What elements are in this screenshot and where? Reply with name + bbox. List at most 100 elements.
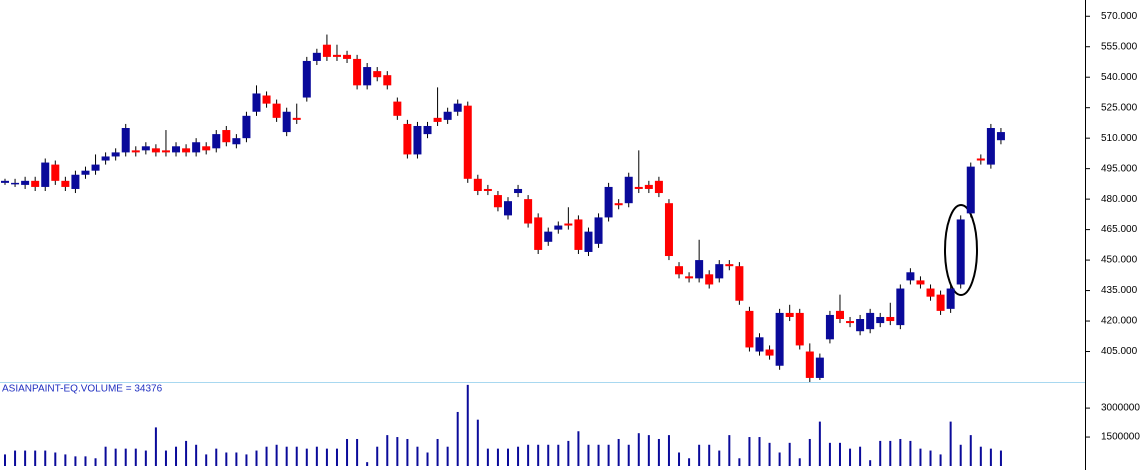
candle-body <box>876 316 885 324</box>
y-tick-label: 510.000 <box>1101 133 1138 144</box>
candle-body <box>604 186 613 218</box>
candle-body <box>182 148 191 153</box>
highlight-ellipse <box>944 204 978 296</box>
candle-body <box>654 180 663 194</box>
candle-body <box>775 312 784 366</box>
candle-body <box>916 280 925 285</box>
candle-body <box>373 71 382 78</box>
candle-body <box>564 223 573 226</box>
candle-body <box>21 180 30 185</box>
candle-body <box>81 170 90 175</box>
candle-body <box>31 180 40 187</box>
candle-body <box>423 125 432 135</box>
volume-tick-label: 3000000 <box>1101 403 1140 414</box>
candle-body <box>745 310 754 348</box>
candle-body <box>956 219 965 285</box>
candle-body <box>705 274 714 285</box>
candle-body <box>433 117 442 122</box>
candle-body <box>735 266 744 301</box>
candle-body <box>61 180 70 187</box>
candle-body <box>473 178 482 191</box>
candle-body <box>151 148 160 153</box>
candle-body <box>554 225 563 230</box>
candle-body <box>996 132 1005 141</box>
candle-body <box>292 117 301 120</box>
candle-body <box>161 150 170 153</box>
candle-body <box>363 67 372 86</box>
candle-body <box>212 134 221 149</box>
candle-body <box>111 152 120 157</box>
y-tick-label: 555.000 <box>1101 41 1138 52</box>
candle-body <box>403 123 412 155</box>
y-tick-label: 495.000 <box>1101 163 1138 174</box>
candle-body <box>504 201 512 216</box>
y-tick-label: 435.000 <box>1101 285 1138 296</box>
candle-body <box>141 146 150 151</box>
candle-body <box>413 125 422 155</box>
candle-body <box>866 312 875 330</box>
candle-body <box>584 231 593 252</box>
candle-body <box>886 316 895 322</box>
candle-body <box>393 101 402 116</box>
y-tick-label: 420.000 <box>1101 316 1138 327</box>
candle-body <box>493 195 502 208</box>
candle-body <box>453 103 462 112</box>
candle-body <box>534 217 543 250</box>
candle-body <box>11 182 20 185</box>
y-tick-label: 570.000 <box>1101 11 1138 22</box>
candle-body <box>353 58 362 86</box>
candle-body <box>946 288 955 309</box>
candle-body <box>312 52 321 61</box>
candle-body <box>695 260 704 279</box>
y-tick-label: 405.000 <box>1101 346 1138 357</box>
candle-body <box>906 272 915 281</box>
candle-body <box>856 319 865 332</box>
candle-body <box>131 150 140 153</box>
candle-body <box>614 203 623 206</box>
candle-body <box>644 184 653 189</box>
candle-body <box>624 176 633 204</box>
candle-body <box>765 349 774 356</box>
candle-body <box>222 130 231 143</box>
candle-body <box>815 357 824 378</box>
candle-body <box>755 337 764 352</box>
candle-body <box>51 164 60 181</box>
candle-body <box>795 312 804 346</box>
candle-body <box>121 128 130 153</box>
candle-body <box>91 164 100 171</box>
candle-body <box>483 188 492 191</box>
candle-body <box>986 128 995 165</box>
candle-body <box>172 146 181 153</box>
candle-body <box>896 288 905 326</box>
candle-body <box>936 294 945 311</box>
candle-body <box>252 93 261 112</box>
candle-body <box>71 174 80 189</box>
candle-body <box>383 75 392 86</box>
candle-body <box>966 166 975 214</box>
candle-body <box>785 312 794 317</box>
candle-body <box>272 103 281 118</box>
y-tick-label: 480.000 <box>1101 194 1138 205</box>
candle-body <box>976 158 985 161</box>
candle-body <box>524 199 533 224</box>
candle-body <box>41 162 50 187</box>
candle-body <box>202 146 211 151</box>
candle-body <box>805 351 814 378</box>
candle-body <box>634 186 643 189</box>
candle-body <box>544 231 553 242</box>
candle-body <box>715 264 724 279</box>
candle-body <box>343 54 352 59</box>
candle-body <box>192 142 201 153</box>
candle-body <box>282 111 291 133</box>
y-tick-label: 540.000 <box>1101 72 1138 83</box>
candle-body <box>443 111 452 120</box>
candle-body <box>322 44 331 57</box>
volume-tick-label: 1500000 <box>1101 432 1140 443</box>
candle-body <box>594 217 603 244</box>
candle-body <box>725 264 734 267</box>
candle-body <box>101 156 110 161</box>
candle-body <box>332 54 341 57</box>
candle-body <box>232 138 241 145</box>
volume-label: ASIANPAINT-EQ.VOLUME = 34376 <box>2 384 163 395</box>
